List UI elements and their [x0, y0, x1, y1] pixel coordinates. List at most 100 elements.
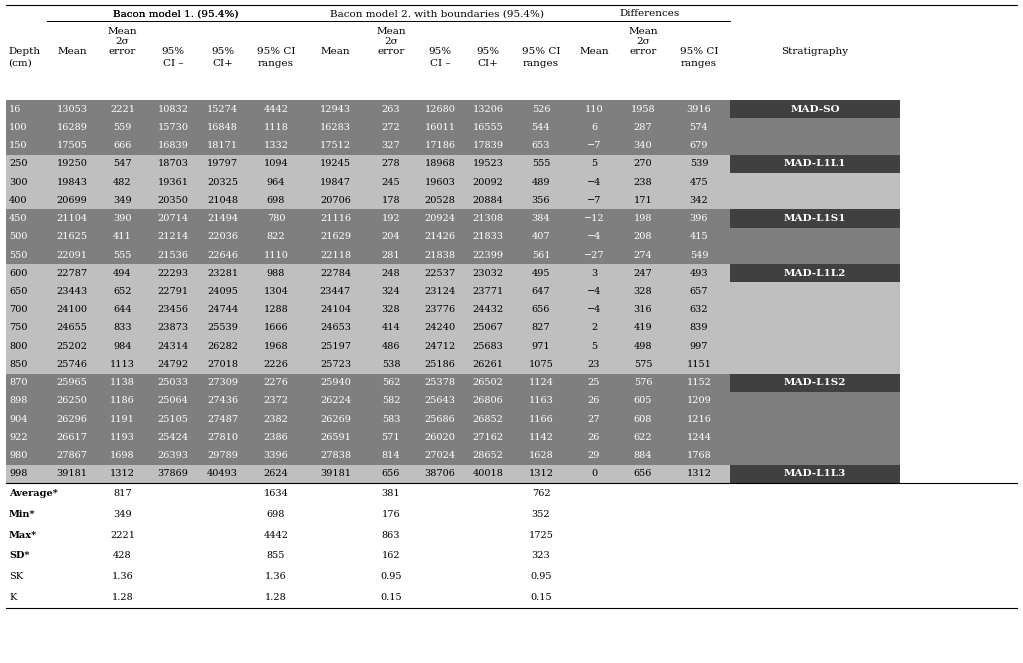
Text: 493: 493: [690, 269, 708, 278]
Text: 25643: 25643: [425, 396, 455, 406]
Text: 884: 884: [634, 451, 653, 460]
Text: 18703: 18703: [158, 159, 188, 168]
Text: 25723: 25723: [320, 360, 351, 369]
Text: 22791: 22791: [158, 287, 188, 296]
Text: 2σ: 2σ: [384, 36, 398, 46]
Text: Mean: Mean: [628, 27, 658, 36]
Text: 1244: 1244: [686, 433, 712, 442]
Text: MAD-L1S2: MAD-L1S2: [784, 378, 846, 387]
Text: 538: 538: [382, 360, 400, 369]
Text: 208: 208: [634, 232, 653, 241]
Text: 984: 984: [114, 341, 132, 351]
Text: 19603: 19603: [425, 178, 455, 186]
Text: 24100: 24100: [56, 305, 88, 314]
Text: 26806: 26806: [473, 396, 503, 406]
Text: 349: 349: [114, 510, 132, 518]
Text: 16283: 16283: [320, 123, 351, 132]
Text: 605: 605: [634, 396, 653, 406]
Text: 27867: 27867: [56, 451, 88, 460]
Text: 26617: 26617: [56, 433, 88, 442]
Bar: [730, 246, 900, 264]
Bar: [6, 410, 730, 428]
Text: 574: 574: [690, 123, 708, 132]
Text: 23032: 23032: [473, 269, 503, 278]
Bar: [730, 337, 900, 355]
Text: 250: 250: [9, 159, 28, 168]
Text: 238: 238: [633, 178, 653, 186]
Text: 1142: 1142: [529, 433, 553, 442]
Text: 632: 632: [690, 305, 708, 314]
Text: −4: −4: [587, 305, 602, 314]
Text: 39181: 39181: [56, 469, 88, 479]
Text: 544: 544: [532, 123, 550, 132]
Text: 1151: 1151: [686, 360, 711, 369]
Text: MAD-L1L3: MAD-L1L3: [784, 469, 846, 479]
Bar: [6, 337, 730, 355]
Text: 1332: 1332: [264, 141, 288, 150]
Text: 274: 274: [633, 251, 653, 259]
Text: 25378: 25378: [425, 378, 455, 387]
Text: 26250: 26250: [56, 396, 87, 406]
Text: Bacon model 1. (95.4%): Bacon model 1. (95.4%): [114, 9, 238, 19]
Text: 25105: 25105: [158, 414, 188, 424]
Text: 1768: 1768: [686, 451, 711, 460]
Text: 679: 679: [690, 141, 708, 150]
Text: 25940: 25940: [320, 378, 351, 387]
Text: 26282: 26282: [207, 341, 238, 351]
Text: 178: 178: [382, 196, 400, 205]
Text: 245: 245: [382, 178, 400, 186]
Text: 571: 571: [382, 433, 400, 442]
Text: 822: 822: [267, 232, 285, 241]
Text: 1191: 1191: [110, 414, 135, 424]
Text: 19847: 19847: [320, 178, 351, 186]
Text: 287: 287: [633, 123, 653, 132]
Text: 622: 622: [633, 433, 653, 442]
Bar: [6, 300, 730, 319]
Text: 19245: 19245: [320, 159, 351, 168]
Text: 0.15: 0.15: [381, 593, 402, 602]
Bar: [730, 100, 900, 118]
Bar: [730, 210, 900, 227]
Text: 21048: 21048: [207, 196, 238, 205]
Text: 1186: 1186: [110, 396, 135, 406]
Text: 21116: 21116: [320, 214, 351, 223]
Text: 0.15: 0.15: [530, 593, 551, 602]
Text: 342: 342: [690, 196, 708, 205]
Text: 19843: 19843: [56, 178, 88, 186]
Text: 814: 814: [382, 451, 400, 460]
Text: 27838: 27838: [320, 451, 351, 460]
Text: 21833: 21833: [473, 232, 503, 241]
Text: 19797: 19797: [207, 159, 238, 168]
Text: 39181: 39181: [320, 469, 351, 479]
Text: 150: 150: [9, 141, 28, 150]
Text: 16555: 16555: [473, 123, 503, 132]
Text: 27436: 27436: [207, 396, 238, 406]
Text: 27810: 27810: [207, 433, 238, 442]
Text: 21214: 21214: [158, 232, 188, 241]
Text: ranges: ranges: [258, 58, 294, 68]
Text: 95% CI: 95% CI: [522, 48, 561, 56]
Bar: [730, 465, 900, 483]
Text: 13206: 13206: [473, 105, 503, 113]
Text: 381: 381: [382, 489, 400, 498]
Text: 16289: 16289: [56, 123, 87, 132]
Text: Stratigraphy: Stratigraphy: [782, 48, 848, 56]
Text: 18968: 18968: [425, 159, 455, 168]
Text: 419: 419: [633, 324, 653, 332]
Bar: [730, 373, 900, 392]
Text: 1304: 1304: [264, 287, 288, 296]
Text: 698: 698: [267, 510, 285, 518]
Text: 22293: 22293: [158, 269, 188, 278]
Text: 22784: 22784: [320, 269, 351, 278]
Text: 486: 486: [382, 341, 400, 351]
Text: MAD-L1S1: MAD-L1S1: [784, 214, 846, 223]
Text: 38706: 38706: [425, 469, 455, 479]
Text: MAD-SO: MAD-SO: [790, 105, 840, 113]
Text: 21104: 21104: [56, 214, 88, 223]
Text: 25539: 25539: [207, 324, 238, 332]
Text: 26502: 26502: [473, 378, 503, 387]
Text: 1628: 1628: [529, 451, 553, 460]
Text: Bacon model 2. with boundaries (95.4%): Bacon model 2. with boundaries (95.4%): [330, 9, 544, 19]
Text: 22537: 22537: [425, 269, 455, 278]
Bar: [6, 446, 730, 465]
